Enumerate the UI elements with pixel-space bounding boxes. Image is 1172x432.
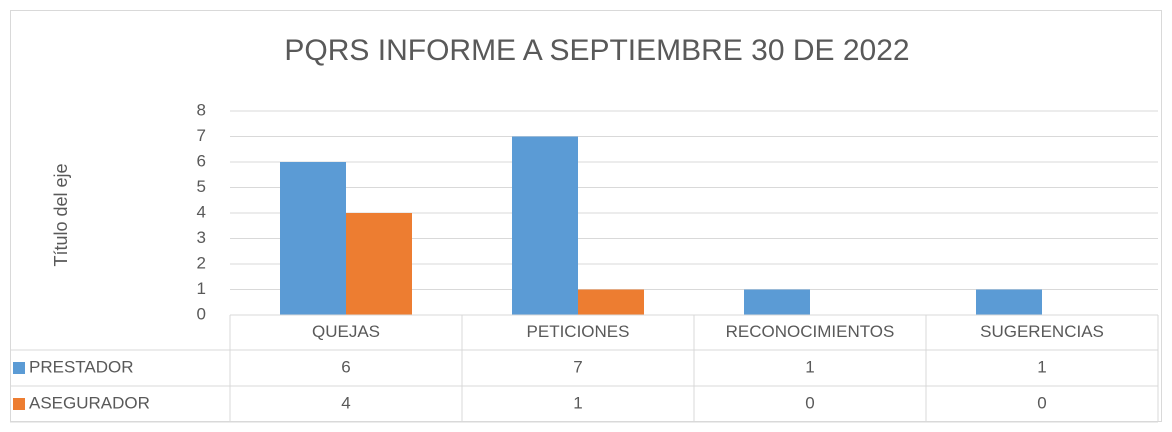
table-value: 0 bbox=[805, 393, 814, 412]
bar bbox=[744, 289, 810, 315]
x-tick-label: QUEJAS bbox=[312, 322, 380, 341]
y-tick-label: 1 bbox=[197, 279, 206, 298]
table-value: 1 bbox=[573, 393, 582, 412]
table-value: 1 bbox=[805, 357, 814, 376]
y-tick-label: 8 bbox=[197, 100, 206, 119]
bar bbox=[512, 136, 578, 315]
y-tick-label: 0 bbox=[197, 304, 206, 323]
x-tick-label: PETICIONES bbox=[527, 322, 630, 341]
y-tick-label: 2 bbox=[197, 253, 206, 272]
bar bbox=[346, 213, 412, 315]
chart-title: PQRS INFORME A SEPTIEMBRE 30 DE 2022 bbox=[284, 34, 909, 67]
legend-label: ASEGURADOR bbox=[29, 393, 150, 412]
x-tick-label: SUGERENCIAS bbox=[980, 322, 1104, 341]
chart-border bbox=[10, 10, 1162, 422]
y-tick-label: 6 bbox=[197, 151, 206, 170]
table-value: 0 bbox=[1037, 393, 1046, 412]
bar bbox=[976, 289, 1042, 315]
y-tick-label: 7 bbox=[197, 126, 206, 145]
legend-swatch bbox=[13, 398, 25, 410]
table-value: 6 bbox=[341, 357, 350, 376]
table-value: 1 bbox=[1037, 357, 1046, 376]
y-tick-label: 4 bbox=[197, 202, 206, 221]
table-value: 7 bbox=[573, 357, 582, 376]
y-tick-label: 3 bbox=[197, 228, 206, 247]
y-axis-label: Título del eje bbox=[51, 163, 71, 266]
bar bbox=[280, 162, 346, 315]
table-value: 4 bbox=[341, 393, 350, 412]
bar bbox=[578, 289, 644, 315]
legend-swatch bbox=[13, 362, 25, 374]
y-tick-label: 5 bbox=[197, 177, 206, 196]
legend-label: PRESTADOR bbox=[29, 357, 134, 376]
x-tick-label: RECONOCIMIENTOS bbox=[726, 322, 895, 341]
